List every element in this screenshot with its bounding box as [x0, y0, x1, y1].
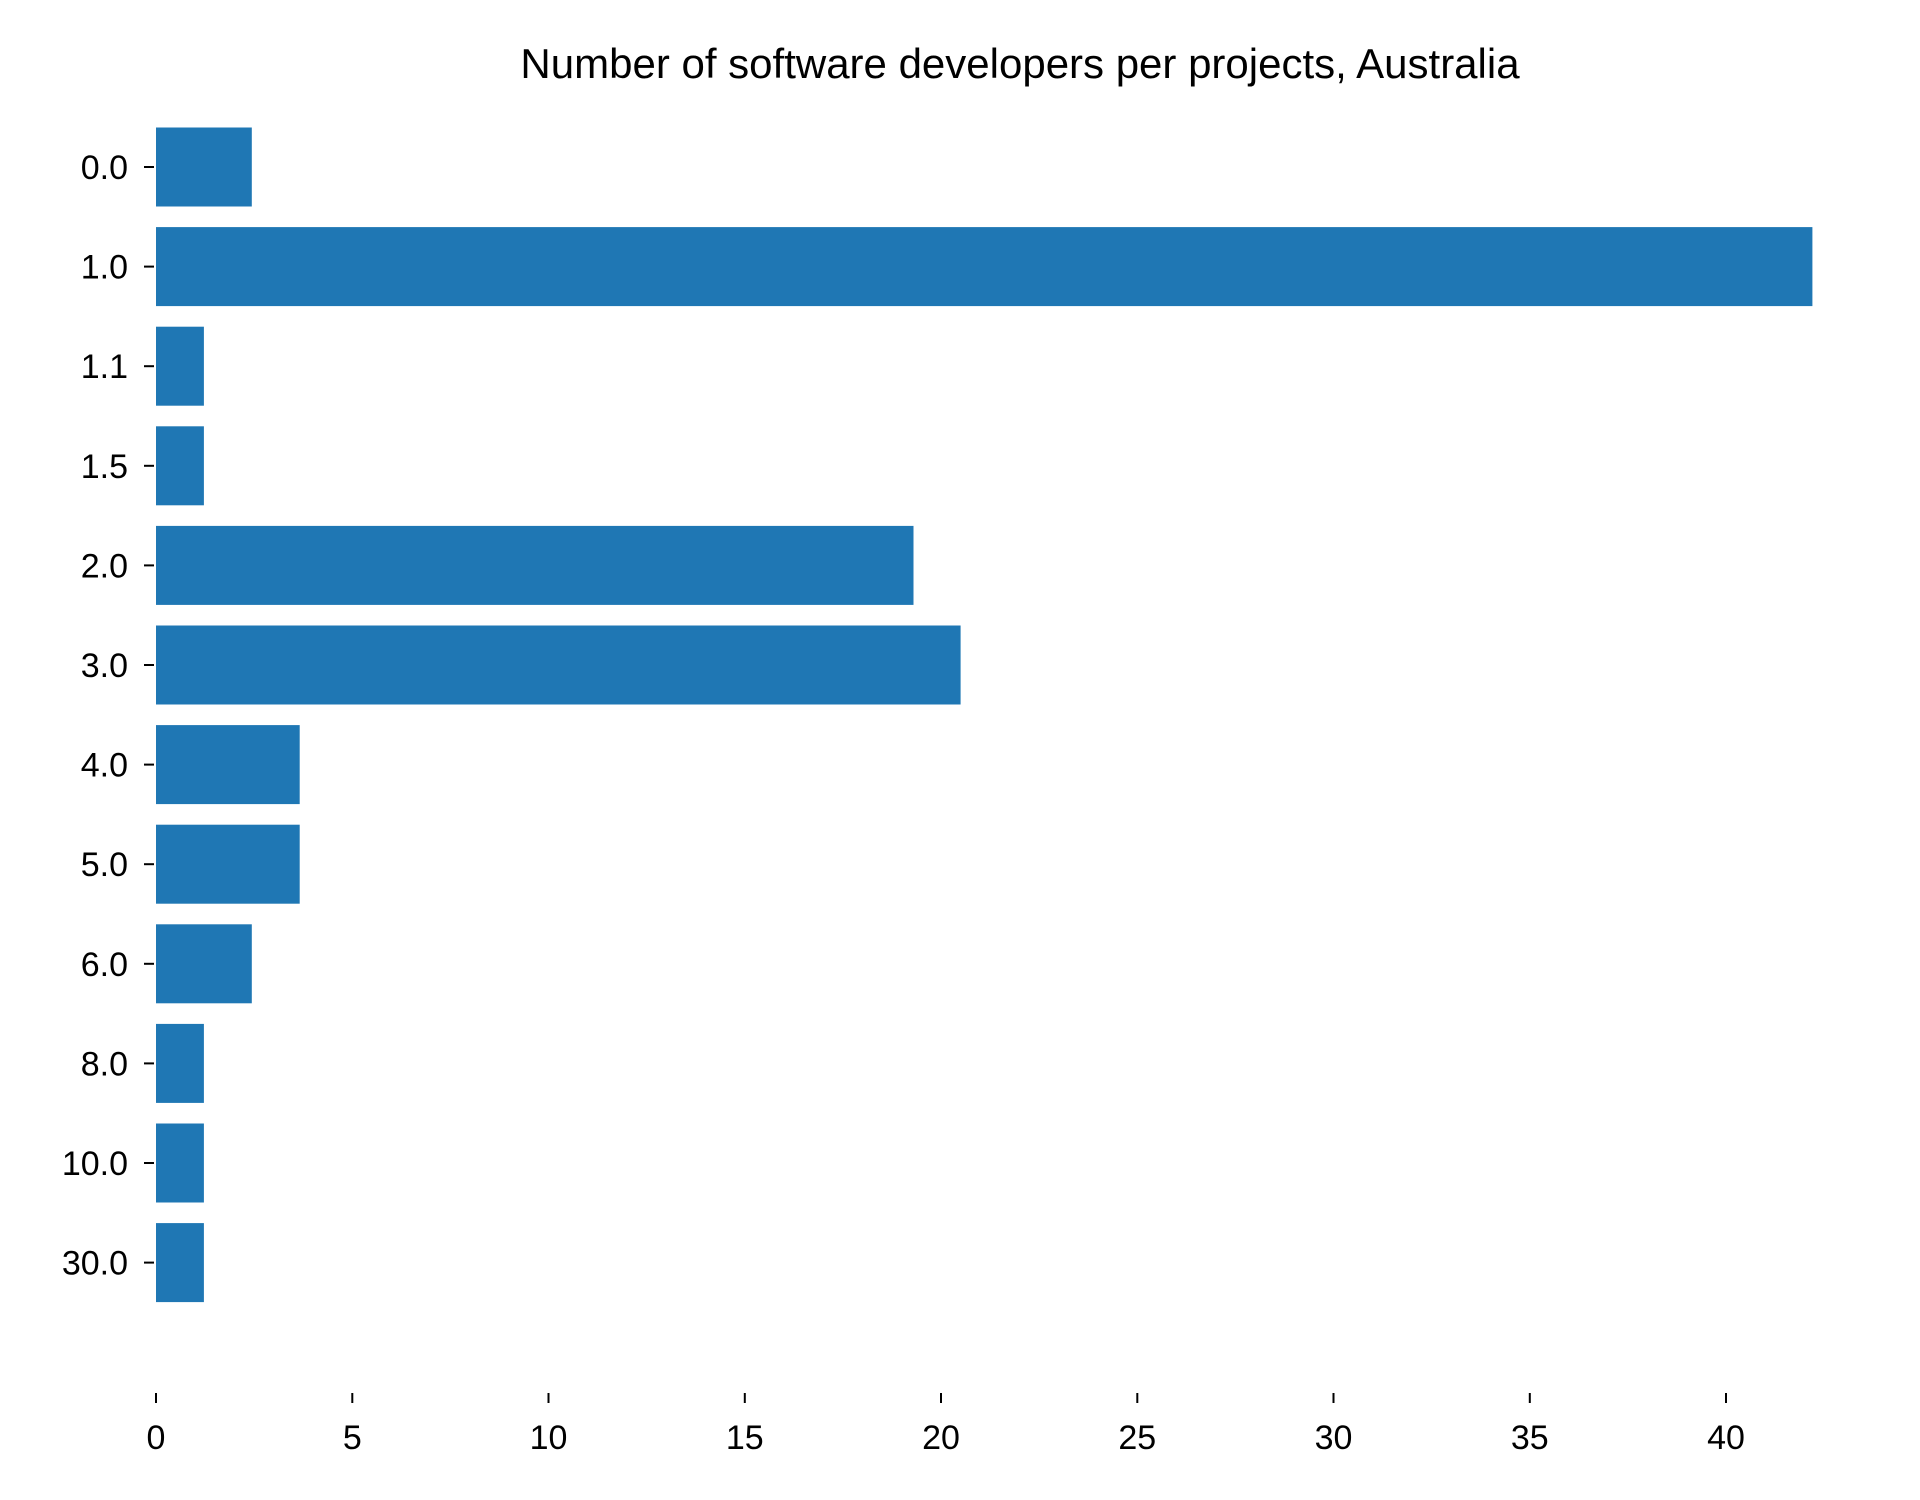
y-tick-label: 0.0	[81, 149, 128, 187]
x-tick-label: 30	[1315, 1419, 1353, 1457]
y-tick-label: 30.0	[62, 1245, 128, 1283]
y-tick-label: 5.0	[81, 846, 128, 884]
y-tick-label: 2.0	[81, 547, 128, 585]
y-axis: 0.0 1.0 1.1 1.5 2.0 3.0 4.0 5.0 6.0 8.0 10.0 30.0	[62, 149, 154, 1283]
x-tick-label: 25	[1118, 1419, 1156, 1457]
x-tick-label: 15	[726, 1419, 764, 1457]
bar-3.0	[156, 625, 961, 705]
y-tick-label: 3.0	[81, 647, 128, 685]
y-tick-label: 8.0	[81, 1045, 128, 1083]
bar-1.1	[156, 326, 204, 406]
bar-30.0	[156, 1223, 204, 1303]
bar-5.0	[156, 824, 300, 904]
bar-1.0	[156, 227, 1813, 307]
y-tick-label: 6.0	[81, 946, 128, 984]
bar-6.0	[156, 924, 252, 1004]
y-tick-label: 10.0	[62, 1145, 128, 1183]
chart-title: Number of software developers per projec…	[520, 40, 1520, 87]
y-tick-label: 1.1	[81, 348, 128, 386]
bars-layer	[156, 127, 1813, 1303]
bar-2.0	[156, 525, 914, 605]
bar-0.0	[156, 127, 252, 207]
x-tick-label: 0	[147, 1419, 166, 1457]
bar-8.0	[156, 1023, 204, 1103]
x-tick-label: 35	[1511, 1419, 1549, 1457]
x-tick-label: 5	[343, 1419, 362, 1457]
x-tick-label: 10	[530, 1419, 568, 1457]
y-tick-label: 1.5	[81, 448, 128, 486]
x-tick-label: 40	[1707, 1419, 1745, 1457]
y-tick-label: 1.0	[81, 249, 128, 287]
bar-10.0	[156, 1123, 204, 1203]
x-tick-label: 20	[922, 1419, 960, 1457]
y-tick-label: 4.0	[81, 747, 128, 785]
bar-1.5	[156, 426, 204, 506]
x-axis: 0 5 10 15 20 25 30 35 40	[147, 1393, 1745, 1457]
bar-4.0	[156, 725, 300, 805]
